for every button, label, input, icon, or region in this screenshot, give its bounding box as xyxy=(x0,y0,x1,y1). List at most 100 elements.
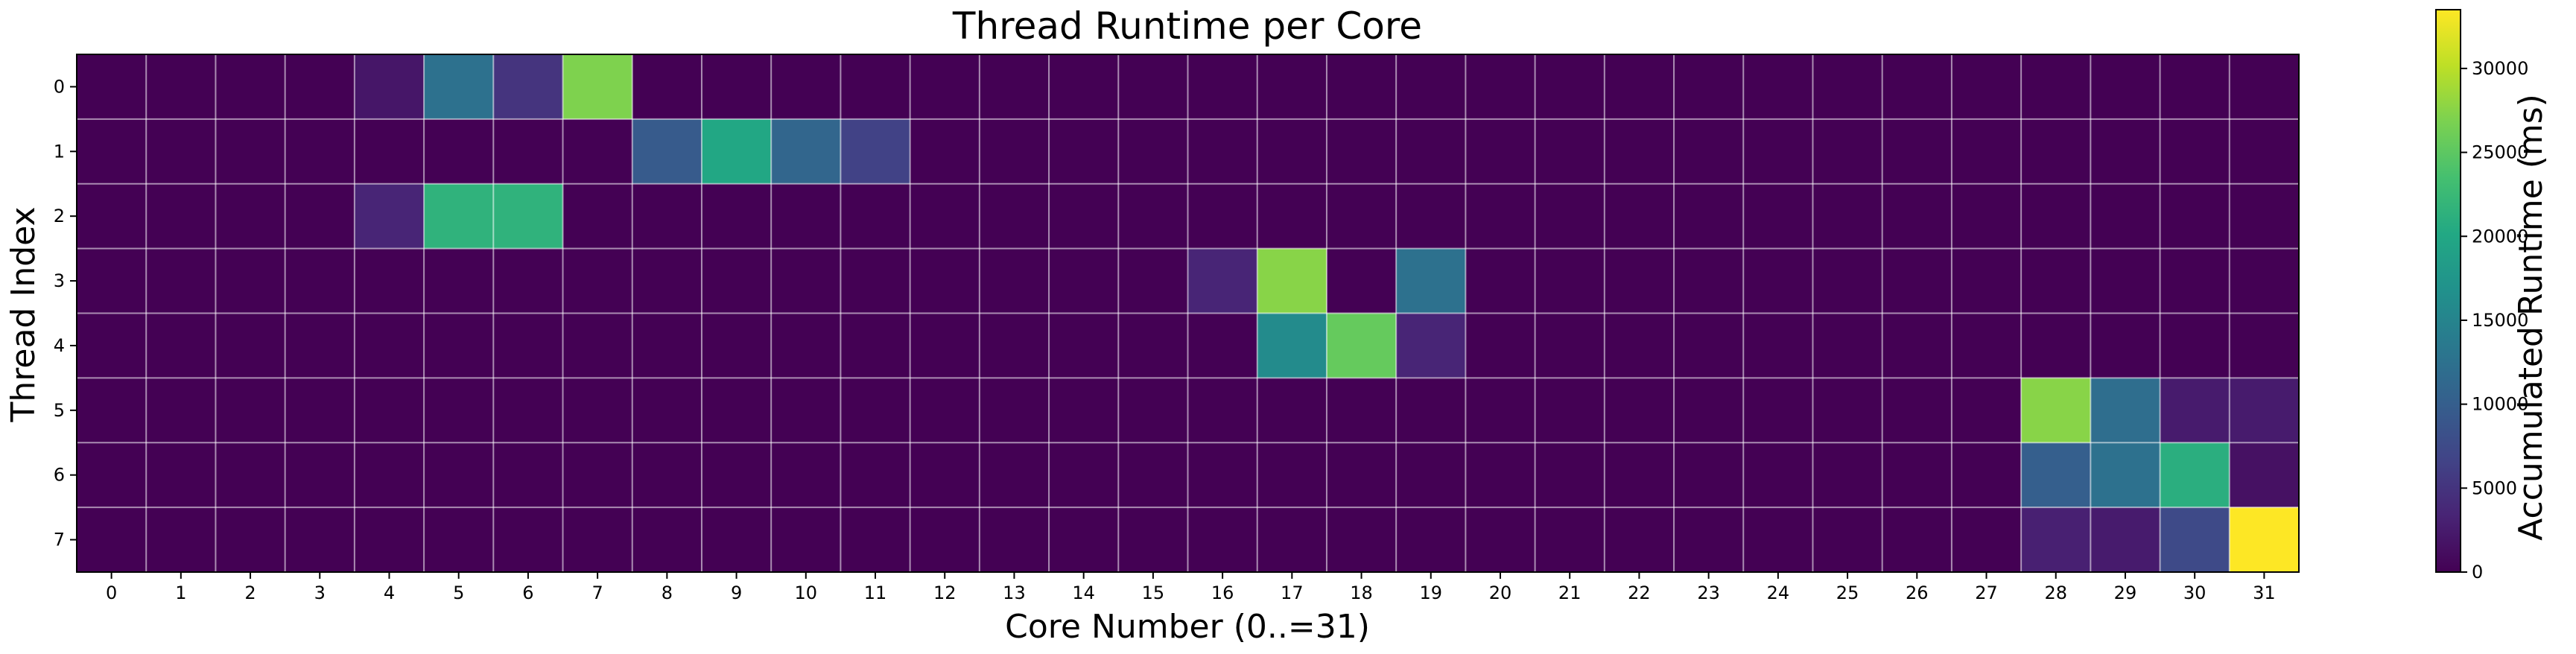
y-tick-label: 3 xyxy=(54,270,65,291)
heatmap-cell xyxy=(1882,313,1952,378)
heatmap-cell xyxy=(979,118,1050,185)
heatmap-cell xyxy=(2090,507,2161,573)
heatmap-cell xyxy=(1604,442,1675,508)
x-tick-label: 30 xyxy=(2183,582,2207,603)
heatmap-cell xyxy=(1049,442,1119,508)
heatmap-cell xyxy=(1743,248,1813,314)
heatmap-cell xyxy=(2090,54,2161,120)
heatmap-cell xyxy=(771,118,841,185)
heatmap-cell xyxy=(701,248,772,314)
y-axis-label: Thread Index xyxy=(4,207,42,423)
heatmap-cell xyxy=(1674,183,1744,250)
heatmap-cell xyxy=(1465,313,1536,378)
heatmap-cell xyxy=(77,54,147,120)
heatmap-cell xyxy=(285,378,355,443)
heatmap-cell xyxy=(1118,507,1188,573)
heatmap-cell xyxy=(77,313,147,378)
heatmap-cell xyxy=(1812,507,1883,573)
x-tick-label: 23 xyxy=(1697,582,1720,603)
colorbar-tick-label: 30000 xyxy=(2472,58,2528,79)
heatmap-cell xyxy=(2090,313,2161,378)
heatmap-cell xyxy=(1465,118,1536,185)
x-tick-label: 6 xyxy=(522,582,533,603)
x-tick-label: 2 xyxy=(244,582,256,603)
heatmap-cell xyxy=(215,313,286,378)
heatmap-cell xyxy=(2021,118,2091,185)
colorbar-tick-label: 20000 xyxy=(2472,226,2528,247)
x-tick-label: 26 xyxy=(1906,582,1929,603)
heatmap-cell xyxy=(1326,183,1397,250)
heatmap-cell xyxy=(910,118,980,185)
heatmap-cell xyxy=(562,54,633,120)
heatmap-cell xyxy=(1951,118,2022,185)
y-tick-label: 7 xyxy=(54,530,65,550)
heatmap-cell xyxy=(1674,378,1744,443)
heatmap-cell xyxy=(146,54,216,120)
heatmap-cell xyxy=(979,507,1050,573)
heatmap-cell xyxy=(1118,442,1188,508)
heatmap-cell xyxy=(1257,54,1327,120)
y-tick-label: 1 xyxy=(54,141,65,162)
heatmap-cell xyxy=(1326,378,1397,443)
heatmap-cell xyxy=(1465,183,1536,250)
heatmap-cell xyxy=(2160,507,2230,573)
heatmap-cell xyxy=(424,442,494,508)
heatmap-cell xyxy=(215,507,286,573)
heatmap-cell xyxy=(632,507,702,573)
heatmap-cell xyxy=(493,313,564,378)
heatmap-cell xyxy=(2160,313,2230,378)
heatmap-cell xyxy=(285,248,355,314)
heatmap-cell xyxy=(1049,248,1119,314)
heatmap-cell xyxy=(285,54,355,120)
heatmap-cell xyxy=(1187,248,1258,314)
heatmap-cell xyxy=(1396,442,1466,508)
heatmap-cell xyxy=(1743,54,1813,120)
heatmap-cell xyxy=(1812,183,1883,250)
heatmap-cell xyxy=(1118,183,1188,250)
heatmap-cell xyxy=(1187,313,1258,378)
heatmap-cell xyxy=(1674,313,1744,378)
grid-lines xyxy=(77,54,2299,572)
x-tick-label: 21 xyxy=(1558,582,1582,603)
heatmap-cell xyxy=(771,248,841,314)
heatmap-cell xyxy=(1604,118,1675,185)
y-tick-label: 4 xyxy=(54,335,65,356)
heatmap-cell xyxy=(840,183,911,250)
x-tick-label: 10 xyxy=(795,582,818,603)
heatmap-cell xyxy=(285,118,355,185)
heatmap-cell xyxy=(1465,248,1536,314)
heatmap-cell xyxy=(2160,118,2230,185)
heatmap-cell xyxy=(1951,442,2022,508)
heatmap-cell xyxy=(1812,378,1883,443)
x-tick-label: 27 xyxy=(1975,582,1998,603)
heatmap-cell xyxy=(146,313,216,378)
heatmap-cell xyxy=(910,183,980,250)
heatmap-cell xyxy=(1187,378,1258,443)
heatmap-cell xyxy=(2160,378,2230,443)
heatmap-cell xyxy=(354,54,425,120)
heatmap-cell xyxy=(1187,118,1258,185)
heatmap-cell xyxy=(2090,248,2161,314)
heatmap-cell xyxy=(2090,442,2161,508)
heatmap-cell xyxy=(2021,442,2091,508)
heatmap-cell xyxy=(1812,54,1883,120)
heatmap-cell xyxy=(840,378,911,443)
heatmap-cell xyxy=(2229,54,2300,120)
heatmap-cell xyxy=(1535,54,1605,120)
heatmap-cell xyxy=(77,507,147,573)
heatmap-cell xyxy=(979,248,1050,314)
heatmap-cell xyxy=(2021,507,2091,573)
x-tick-label: 31 xyxy=(2253,582,2276,603)
x-tick-label: 1 xyxy=(175,582,186,603)
heatmap-cell xyxy=(1812,248,1883,314)
y-tick-label: 0 xyxy=(54,76,65,97)
heatmap-cell xyxy=(562,248,633,314)
heatmap-cell xyxy=(1604,183,1675,250)
heatmap-cell xyxy=(2229,507,2300,573)
heatmap-cell xyxy=(146,183,216,250)
heatmap-cell xyxy=(1049,507,1119,573)
heatmap-cell xyxy=(910,442,980,508)
heatmap-cell xyxy=(1118,54,1188,120)
heatmap-cell xyxy=(1812,313,1883,378)
